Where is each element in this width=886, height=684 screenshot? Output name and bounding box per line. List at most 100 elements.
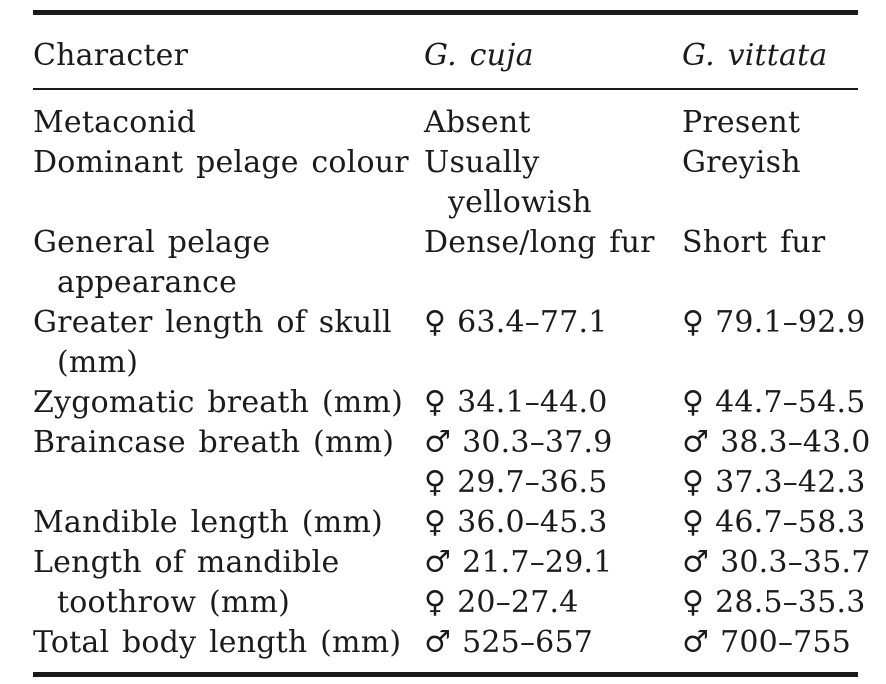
cell-text: 38.3–43.0: [720, 425, 871, 460]
cell-line: ♀ 79.1–92.9: [682, 303, 865, 343]
cell-g-cuja: ♂ 21.7–29.1 ♀ 20–27.4: [424, 543, 682, 623]
female-symbol-icon: ♀: [424, 585, 447, 620]
cell-text: Usually: [424, 145, 540, 180]
cell-line: ♂ 700–755: [682, 623, 858, 663]
cell-line: ♂ 30.3–35.7: [682, 543, 870, 583]
table-row: Mandible length (mm) ♀ 36.0–45.3 ♀ 46.7–58.3: [33, 503, 865, 543]
cell-text: 36.0–45.3: [457, 505, 608, 540]
species-comparison-table: Character G. cuja G. vittata Metaconid Ab…: [33, 10, 870, 677]
cell-text: Length of mandible: [33, 545, 340, 580]
cell-text: 30.3–37.9: [462, 425, 613, 460]
cell-g-vittata: ♀ 79.1–92.9: [682, 303, 865, 343]
cell-text: (mm): [57, 345, 139, 380]
cell-text: Zygomatic breath (mm): [33, 385, 403, 420]
cell-character: Dominant pelage colour: [33, 143, 424, 183]
cell-text: Dense/long fur: [424, 225, 655, 260]
table-row: Dominant pelage colour Usually yellowish Gr…: [33, 143, 858, 223]
female-symbol-icon: ♀: [424, 465, 447, 500]
cell-text: appearance: [57, 265, 238, 300]
cell-g-cuja: Usually yellowish: [424, 143, 682, 223]
cell-line: ♀ 20–27.4: [424, 583, 682, 623]
cell-text: 21.7–29.1: [462, 545, 613, 580]
female-symbol-icon: ♀: [682, 465, 705, 500]
cell-line: Greyish: [682, 143, 858, 183]
cell-g-cuja: ♀ 36.0–45.3: [424, 503, 682, 543]
cell-text: 34.1–44.0: [457, 385, 608, 420]
cell-text: 63.4–77.1: [457, 305, 608, 340]
cell-line: ♀ 36.0–45.3: [424, 503, 682, 543]
cell-character: Greater length of skull (mm): [33, 303, 424, 383]
cell-line: Braincase breath (mm): [33, 423, 424, 463]
cell-character: Zygomatic breath (mm): [33, 383, 424, 423]
cell-line: ♀ 46.7–58.3: [682, 503, 865, 543]
cell-line: Dense/long fur: [424, 223, 682, 263]
cell-text: 30.3–35.7: [720, 545, 871, 580]
cell-line: Present: [682, 103, 858, 143]
cell-g-vittata: ♂ 30.3–35.7 ♀ 28.5–35.3: [682, 543, 870, 623]
table-top-rule: [33, 10, 858, 15]
cell-line: ♂ 30.3–37.9: [424, 423, 682, 463]
cell-line: ♀ 37.3–42.3: [682, 463, 865, 503]
table-row: Length of mandible toothrow (mm) ♂ 21.7–29.…: [33, 543, 870, 623]
cell-text: Present: [682, 105, 801, 140]
cell-text: 29.7–36.5: [457, 465, 608, 500]
cell-text: Braincase breath (mm): [33, 425, 395, 460]
cell-text: Metaconid: [33, 105, 197, 140]
cell-line: ♀ 29.7–36.5: [424, 463, 682, 503]
cell-g-vittata: Present: [682, 103, 858, 143]
table-header-rule: [33, 88, 858, 90]
cell-text: Greater length of skull: [33, 305, 392, 340]
table-bottom-rule: [33, 672, 858, 677]
cell-text: Dominant pelage colour: [33, 145, 409, 180]
cell-line: Zygomatic breath (mm): [33, 383, 424, 423]
cell-line: Short fur: [682, 223, 858, 263]
table-row: Braincase breath (mm) ♂ 30.3–37.9 ♀ 29.7–36.…: [33, 423, 870, 503]
female-symbol-icon: ♀: [424, 385, 447, 420]
cell-text: General pelage: [33, 225, 271, 260]
table-row: Greater length of skull (mm) ♀ 63.4–77.1 ♀ 79…: [33, 303, 865, 383]
cell-g-vittata: ♂ 700–755: [682, 623, 858, 663]
cell-text: 700–755: [720, 625, 852, 660]
cell-character: Total body length (mm): [33, 623, 424, 663]
table-row: Total body length (mm) ♂ 525–657 ♂ 700–755: [33, 623, 858, 663]
cell-line: ♂ 21.7–29.1: [424, 543, 682, 583]
cell-character: General pelage appearance: [33, 223, 424, 303]
cell-line: yellowish: [424, 183, 682, 223]
cell-g-cuja: ♂ 30.3–37.9 ♀ 29.7–36.5: [424, 423, 682, 503]
male-symbol-icon: ♂: [424, 545, 452, 580]
cell-line: Total body length (mm): [33, 623, 424, 663]
table-row: Metaconid Absent Present: [33, 103, 858, 143]
male-symbol-icon: ♂: [424, 625, 452, 660]
cell-g-vittata: Greyish: [682, 143, 858, 183]
cell-line: General pelage: [33, 223, 424, 263]
cell-line: ♀ 28.5–35.3: [682, 583, 865, 623]
cell-character: Metaconid: [33, 103, 424, 143]
table-header-row: Character G. cuja G. vittata: [33, 15, 858, 88]
header-character: Character: [33, 38, 189, 73]
header-g-vittata: G. vittata: [682, 38, 828, 73]
cell-text: 28.5–35.3: [715, 585, 866, 620]
female-symbol-icon: ♀: [424, 305, 447, 340]
cell-text: 44.7–54.5: [715, 385, 866, 420]
cell-line: Usually: [424, 143, 682, 183]
header-g-cuja: G. cuja: [424, 38, 534, 73]
cell-g-vittata: ♀ 44.7–54.5: [682, 383, 865, 423]
cell-text: toothrow (mm): [57, 585, 291, 620]
cell-line: ♀ 34.1–44.0: [424, 383, 682, 423]
cell-line: Metaconid: [33, 103, 424, 143]
cell-line: Mandible length (mm): [33, 503, 424, 543]
cell-g-cuja: Absent: [424, 103, 682, 143]
cell-g-vittata: ♂ 38.3–43.0 ♀ 37.3–42.3: [682, 423, 870, 503]
cell-line: ♂ 525–657: [424, 623, 682, 663]
cell-line: (mm): [33, 343, 424, 383]
cell-g-cuja: ♀ 63.4–77.1: [424, 303, 682, 343]
cell-g-cuja: Dense/long fur: [424, 223, 682, 263]
cell-line: ♀ 44.7–54.5: [682, 383, 865, 423]
cell-text: 37.3–42.3: [715, 465, 866, 500]
cell-text: Absent: [424, 105, 531, 140]
cell-character: Braincase breath (mm): [33, 423, 424, 463]
cell-character: Length of mandible toothrow (mm): [33, 543, 424, 623]
table-row: General pelage appearance Dense/long fur Sh…: [33, 223, 858, 303]
cell-character: Mandible length (mm): [33, 503, 424, 543]
